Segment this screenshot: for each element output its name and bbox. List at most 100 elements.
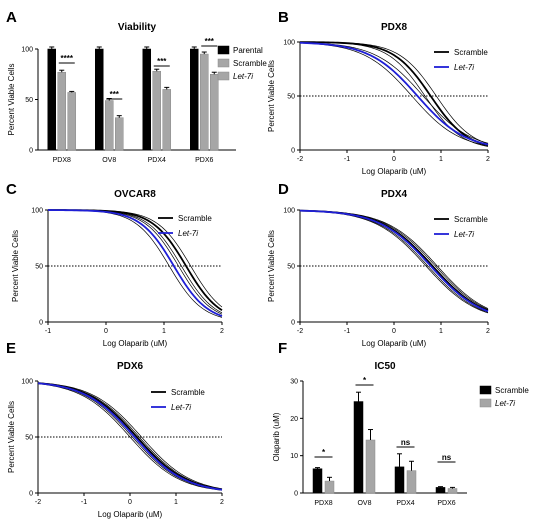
bar-scramble	[312, 468, 323, 494]
x-tick-label: 0	[104, 328, 108, 335]
bar-let-7i	[324, 480, 335, 494]
legend-swatch	[217, 58, 230, 68]
bar-let-7i	[115, 117, 124, 151]
y-axis-label: Percent Viable Cells	[267, 60, 276, 132]
panel-label: B	[278, 9, 289, 26]
y-tick-label: 0	[39, 320, 43, 327]
panel-title: IC50	[374, 361, 396, 372]
panel-label: E	[6, 340, 16, 357]
confidence-band-lower	[299, 210, 489, 313]
confidence-band-upper	[37, 382, 223, 490]
x-tick-label: -1	[81, 499, 87, 506]
significance-label: ns	[401, 438, 411, 447]
x-tick-label: -2	[297, 328, 303, 335]
legend-swatch	[217, 45, 230, 55]
x-tick-label: 1	[439, 156, 443, 163]
x-axis-label: Log Olaparib (uM)	[362, 167, 427, 176]
significance-label: ***	[157, 57, 167, 66]
x-tick-label: -1	[344, 328, 350, 335]
legend-label: Let-7i	[171, 403, 191, 412]
panel-label: D	[278, 181, 289, 198]
x-tick-label: PDX8	[53, 157, 71, 164]
fit-curve-let-7i	[47, 209, 223, 317]
panel-title: PDX4	[381, 189, 408, 200]
y-axis-label: Percent Viable Cells	[267, 230, 276, 302]
x-tick-label: PDX6	[437, 500, 455, 507]
bar-let-7i	[406, 470, 417, 494]
x-tick-label: 1	[162, 328, 166, 335]
x-tick-label: PDX8	[314, 500, 332, 507]
bar-scramble	[200, 53, 209, 151]
bar-parental	[190, 48, 199, 151]
x-tick-label: OV8	[102, 157, 116, 164]
legend-label: Scramble	[178, 214, 212, 223]
significance-label: ***	[205, 37, 215, 46]
bar-scramble	[353, 401, 364, 494]
panel-title: PDX6	[117, 361, 144, 372]
x-tick-label: 1	[174, 499, 178, 506]
x-tick-label: -1	[45, 328, 51, 335]
legend-label: Scramble	[171, 388, 205, 397]
x-tick-label: -1	[344, 156, 350, 163]
confidence-band-upper	[299, 41, 489, 145]
legend-swatch	[479, 385, 492, 395]
legend-label: Scramble	[454, 215, 488, 224]
x-tick-label: 0	[392, 156, 396, 163]
y-axis-label: Olaparib (uM)	[272, 412, 281, 461]
x-axis-label: Log Olaparib (uM)	[98, 510, 163, 519]
bar-let-7i	[67, 92, 76, 151]
confidence-band-lower	[47, 209, 223, 318]
x-axis-label: Log Olaparib (uM)	[103, 339, 168, 348]
y-tick-label: 50	[287, 94, 295, 101]
bar-let-7i	[447, 488, 458, 494]
y-tick-label: 50	[25, 435, 33, 442]
x-tick-label: 2	[220, 328, 224, 335]
panel-label: A	[6, 9, 17, 26]
y-tick-label: 50	[35, 264, 43, 271]
y-tick-label: 30	[290, 379, 298, 386]
panel-label: C	[6, 181, 17, 198]
panel-label: F	[278, 340, 287, 357]
bar-scramble	[105, 100, 114, 151]
fit-curve-scramble	[48, 209, 223, 311]
y-tick-label: 50	[287, 264, 295, 271]
legend-label: Let-7i	[233, 72, 253, 81]
y-tick-label: 100	[21, 47, 33, 54]
bar-scramble	[394, 466, 405, 494]
fit-curve-scramble	[37, 382, 223, 491]
x-tick-label: PDX4	[148, 157, 166, 164]
x-tick-label: -2	[297, 156, 303, 163]
legend-label: Scramble	[495, 386, 529, 395]
y-tick-label: 100	[283, 40, 295, 47]
y-tick-label: 100	[21, 379, 33, 386]
y-axis-label: Percent Viable Cells	[11, 230, 20, 302]
bar-let-7i	[210, 74, 219, 151]
significance-label: *	[322, 448, 326, 457]
bar-scramble	[57, 71, 66, 151]
confidence-band-lower	[299, 210, 489, 314]
bar-scramble	[152, 70, 161, 151]
significance-label: ****	[61, 54, 74, 63]
y-axis-label: Percent Viable Cells	[7, 401, 16, 473]
legend-label: Parental	[233, 46, 263, 55]
bar-let-7i	[162, 89, 171, 151]
legend-label: Let-7i	[454, 63, 474, 72]
x-tick-label: 2	[486, 328, 490, 335]
y-tick-label: 50	[25, 97, 33, 104]
x-tick-label: 1	[439, 328, 443, 335]
y-tick-label: 0	[291, 148, 295, 155]
significance-label: ***	[110, 90, 120, 99]
x-tick-label: 0	[392, 328, 396, 335]
bar-parental	[142, 48, 151, 151]
x-tick-label: PDX6	[195, 157, 213, 164]
fit-curve-let-7i	[37, 382, 223, 491]
fit-curve-let-7i	[299, 209, 489, 313]
y-tick-label: 100	[31, 208, 43, 215]
confidence-band-lower	[37, 383, 223, 491]
fit-curve-scramble	[299, 41, 489, 147]
x-tick-label: PDX4	[396, 500, 414, 507]
significance-label: *	[363, 376, 367, 385]
bar-scramble	[435, 487, 446, 494]
legend-label: Let-7i	[495, 399, 515, 408]
legend-label: Scramble	[233, 59, 267, 68]
